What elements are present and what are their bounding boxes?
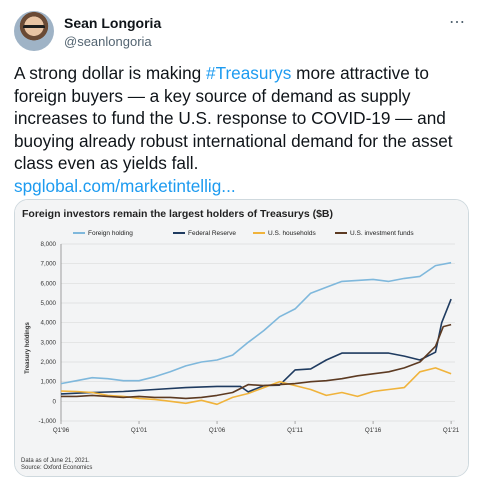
hashtag-link[interactable]: #Treasurys [206, 63, 292, 83]
x-tick-label: Q1'96 [53, 427, 70, 434]
chart-footnote-source: Source: Oxford Economics [21, 465, 92, 471]
y-tick-label: 8,000 [41, 241, 57, 248]
x-tick-label: Q1'01 [131, 427, 148, 434]
legend-label: Foreign holding [88, 230, 133, 237]
chart-series-lines [60, 261, 452, 406]
line-chart: Foreign investors remain the largest hol… [15, 200, 468, 476]
y-tick-label: 7,000 [41, 261, 57, 268]
legend-label: U.S. households [268, 230, 316, 237]
x-tick-label: Q1'11 [287, 427, 303, 434]
author-handle[interactable]: @seanlongoria [64, 34, 152, 49]
y-axis-ticks: -1,000 0 1,000 2,000 3,000 4,000 5,000 6,000 7,0… [38, 241, 56, 425]
series-line [60, 261, 452, 385]
legend-label: Federal Reserve [188, 230, 236, 237]
y-axis-label: Treasury holdings [25, 322, 31, 374]
author-name[interactable]: Sean Longoria [64, 15, 162, 31]
series-line [61, 323, 452, 400]
y-tick-label: 5,000 [41, 300, 57, 307]
more-horizontal-icon[interactable]: ⋯ [449, 14, 466, 31]
x-axis-ticks: Q1'96 Q1'01 Q1'06 Q1'11 Q1'16 Q1'21 [53, 421, 460, 434]
y-tick-label: 4,000 [41, 320, 57, 327]
tweet-text-before: A strong dollar is making [14, 63, 207, 83]
tweet-text: A strong dollar is making #Treasurys mor… [14, 62, 472, 197]
y-tick-label: 6,000 [41, 280, 57, 287]
tweet-text-after: more attractive to foreign buyers — a ke… [14, 63, 453, 173]
legend-label: U.S. investment funds [350, 230, 414, 237]
y-tick-label: 2,000 [41, 359, 57, 366]
x-tick-label: Q1'16 [365, 427, 382, 434]
glasses-icon [23, 25, 45, 31]
series-line [60, 298, 452, 395]
x-tick-label: Q1'21 [443, 427, 460, 434]
y-tick-label: 3,000 [41, 339, 57, 346]
chart-legend: Foreign holding Federal Reserve U.S. house… [73, 230, 414, 237]
y-tick-label: 0 [53, 398, 57, 405]
chart-footnote-date: Data as of June 21, 2021. [21, 458, 90, 464]
chart-title: Foreign investors remain the largest hol… [22, 208, 333, 220]
y-tick-label: 1,000 [41, 379, 57, 386]
chart-background [15, 200, 468, 476]
y-tick-label: -1,000 [38, 418, 56, 425]
tweet-header: Sean Longoria @seanlongoria ⋯ [14, 8, 468, 54]
article-link[interactable]: spglobal.com/marketintellig... [14, 175, 236, 196]
chart-image-card[interactable]: Foreign investors remain the largest hol… [14, 199, 469, 477]
x-tick-label: Q1'06 [209, 427, 226, 434]
avatar[interactable] [14, 11, 54, 51]
